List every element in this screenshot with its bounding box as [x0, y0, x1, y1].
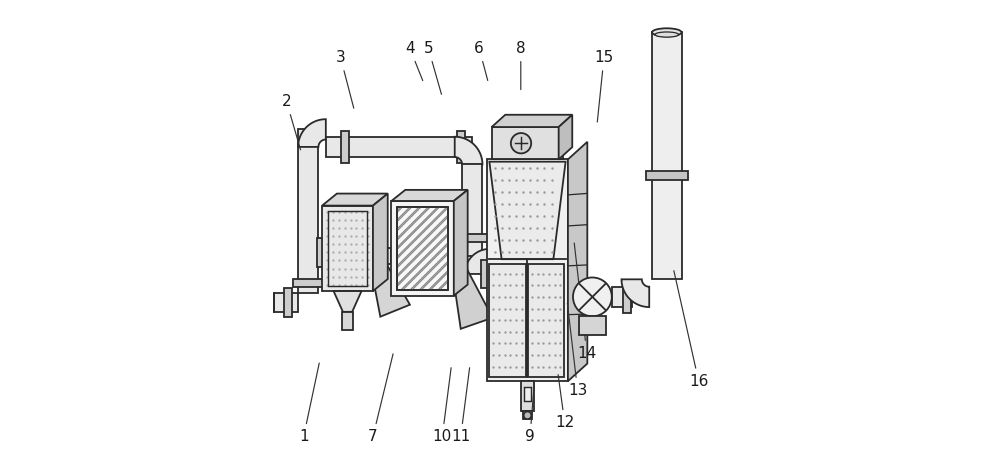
Polygon shape	[612, 287, 632, 307]
Polygon shape	[318, 244, 322, 261]
Polygon shape	[298, 129, 318, 293]
Text: 11: 11	[451, 368, 470, 444]
Polygon shape	[652, 32, 682, 280]
Text: 16: 16	[674, 271, 708, 389]
Polygon shape	[454, 270, 493, 329]
Polygon shape	[326, 137, 472, 157]
Bar	[528, 264, 564, 377]
Text: 12: 12	[555, 375, 574, 430]
Bar	[457, 234, 488, 242]
Polygon shape	[373, 266, 410, 317]
Polygon shape	[587, 287, 602, 307]
Bar	[579, 316, 606, 335]
Text: 15: 15	[594, 50, 614, 122]
Polygon shape	[492, 115, 572, 127]
Polygon shape	[490, 265, 497, 283]
Polygon shape	[382, 248, 391, 264]
Polygon shape	[568, 283, 587, 304]
Bar	[341, 131, 349, 163]
Bar	[391, 201, 454, 296]
Polygon shape	[454, 190, 468, 296]
Text: 10: 10	[433, 368, 452, 444]
Text: 6: 6	[474, 41, 488, 80]
Text: 3: 3	[336, 50, 354, 108]
Bar	[293, 279, 324, 287]
Polygon shape	[274, 293, 298, 312]
Polygon shape	[622, 280, 649, 307]
Bar	[397, 207, 448, 290]
Polygon shape	[568, 142, 587, 381]
Polygon shape	[465, 249, 490, 274]
Polygon shape	[489, 162, 566, 259]
Bar	[342, 312, 353, 330]
Circle shape	[511, 133, 531, 153]
Bar	[284, 288, 292, 317]
Text: 13: 13	[567, 303, 587, 398]
Bar	[523, 411, 532, 419]
Bar	[489, 264, 526, 377]
Circle shape	[573, 278, 612, 316]
Bar	[521, 381, 534, 411]
Bar	[524, 387, 531, 401]
Text: 8: 8	[516, 41, 526, 90]
Bar	[481, 260, 489, 288]
Bar	[457, 131, 465, 163]
Text: 1: 1	[299, 363, 319, 444]
Polygon shape	[298, 119, 326, 147]
Ellipse shape	[655, 32, 679, 37]
Text: 5: 5	[424, 41, 441, 94]
Text: 7: 7	[368, 354, 393, 444]
Polygon shape	[391, 190, 468, 201]
Text: 14: 14	[574, 243, 596, 361]
Polygon shape	[455, 137, 482, 164]
Bar	[322, 206, 373, 291]
Polygon shape	[322, 194, 388, 206]
Bar	[328, 211, 367, 286]
Text: 4: 4	[405, 41, 423, 80]
Polygon shape	[462, 164, 482, 256]
Polygon shape	[559, 115, 572, 159]
Bar	[492, 127, 563, 159]
Polygon shape	[376, 250, 382, 261]
Text: 2: 2	[282, 94, 301, 150]
Polygon shape	[573, 287, 587, 307]
Bar	[623, 281, 631, 313]
Bar	[397, 207, 448, 290]
Bar	[487, 159, 568, 381]
Bar	[317, 238, 325, 267]
Ellipse shape	[652, 28, 682, 36]
Polygon shape	[373, 194, 388, 291]
Polygon shape	[334, 291, 362, 312]
Circle shape	[524, 412, 531, 419]
Text: 9: 9	[525, 382, 535, 444]
Bar	[646, 171, 688, 180]
